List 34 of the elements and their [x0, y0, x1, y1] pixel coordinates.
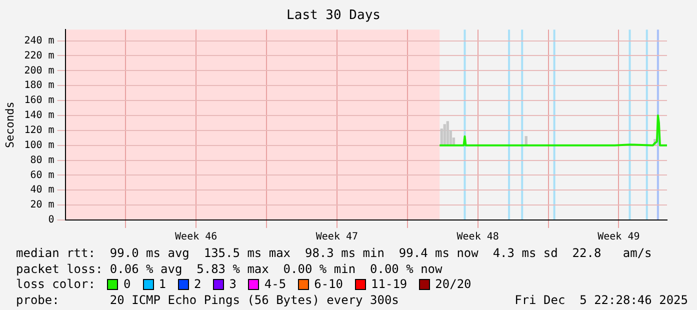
x-tick-label: Week 49	[598, 232, 640, 243]
y-tick-label: 100 m	[24, 140, 54, 151]
legend-title: loss color:	[16, 277, 96, 292]
bar	[446, 121, 449, 146]
y-axis-title: Seconds	[3, 102, 16, 148]
y-tick-label: 160 m	[24, 95, 54, 106]
y-tick-label: 240 m	[24, 35, 54, 46]
chart-title: Last 30 Days	[286, 8, 380, 24]
text: median rtt: 99.0 ms avg 135.5 ms max 98.3 ms min 99.4 ms now 4.3 ms sd 22.8 am/s	[16, 246, 653, 262]
legend-label: 11-19	[371, 277, 408, 292]
y-tick-label: 200 m	[24, 65, 54, 76]
y-tick-label: 40 m	[30, 184, 54, 196]
y-tick-label: 220 m	[24, 50, 54, 62]
x-tick-label: Week 46	[175, 232, 218, 243]
text: Fri Dec 5 22:28:46 2025	[514, 292, 688, 308]
y-tick-label: 120 m	[24, 124, 54, 136]
y-tick-label: 60 m	[30, 170, 54, 181]
y-tick-label: 20 m	[30, 200, 54, 211]
legend-label: 3	[229, 277, 236, 292]
y-tick-label: 80 m	[30, 154, 54, 166]
text: probe: 20 ICMP Echo Pings (56 Bytes) every 300s	[16, 292, 399, 308]
legend-label: 1	[158, 277, 166, 292]
legend-label: 20/20	[435, 277, 472, 292]
y-tick-label: 0	[48, 214, 54, 226]
y-tick-label: 180 m	[24, 80, 54, 92]
bar	[443, 124, 446, 146]
y-tick-label: 140 m	[24, 110, 54, 122]
text: packet loss: 0.06 % avg 5.83 % max 0.00 % min 0.00 % now	[16, 262, 444, 277]
legend-label: 2	[194, 277, 202, 292]
legend-label: 4-5	[264, 277, 286, 292]
x-tick-label: Week 48	[456, 232, 499, 243]
x-tick-label: Week 47	[316, 232, 358, 243]
legend-label: 0	[123, 277, 131, 292]
legend-label: 6-10	[314, 277, 344, 292]
